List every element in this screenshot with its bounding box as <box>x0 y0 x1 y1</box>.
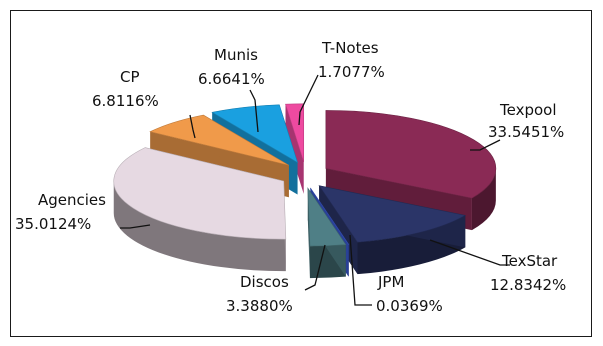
leader-line-texstar <box>429 239 510 266</box>
leader-line-texpool <box>470 139 501 151</box>
label-name-texpool: Texpool <box>499 101 557 119</box>
leader-line-cp <box>189 114 196 139</box>
label-value-texpool: 33.5451% <box>488 123 564 141</box>
label-value-cp: 6.8116% <box>92 92 159 110</box>
slice-side-agencies <box>113 181 286 272</box>
label-value-tnotes: 1.7077% <box>318 63 385 81</box>
label-value-agencies: 35.0124% <box>15 215 91 233</box>
label-name-munis: Munis <box>214 46 258 64</box>
leader-lines <box>120 74 510 306</box>
leader-line-discos <box>304 244 326 291</box>
slice-top-jpm <box>310 187 350 245</box>
slice-agencies <box>113 147 287 272</box>
slice-labels: Texpool 33.5451% TexStar 12.8342% JPM 0.… <box>15 39 566 315</box>
leader-line-agencies <box>120 224 151 229</box>
pie-slices <box>113 103 497 279</box>
label-name-texstar: TexStar <box>501 252 558 270</box>
slice-face-t-notes-0 <box>285 104 304 194</box>
slice-top-texstar <box>318 185 467 243</box>
label-value-jpm: 0.0369% <box>376 297 443 315</box>
leader-line-jpm <box>349 234 372 306</box>
label-name-agencies: Agencies <box>38 191 106 209</box>
label-name-tnotes: T-Notes <box>321 39 379 57</box>
slice-top-texpool <box>325 110 497 199</box>
slice-top-munis <box>211 104 299 164</box>
slice-top-discos <box>307 187 347 247</box>
leader-line-tnotes <box>298 74 319 126</box>
slice-top-cp <box>149 114 289 166</box>
label-name-jpm: JPM <box>377 273 404 291</box>
label-name-cp: CP <box>120 68 140 86</box>
label-value-discos: 3.3880% <box>226 297 293 315</box>
label-value-texstar: 12.8342% <box>490 276 566 294</box>
label-value-munis: 6.6641% <box>198 70 265 88</box>
leader-line-munis <box>249 89 259 133</box>
slice-top-agencies <box>113 147 287 240</box>
label-name-discos: Discos <box>240 273 289 291</box>
